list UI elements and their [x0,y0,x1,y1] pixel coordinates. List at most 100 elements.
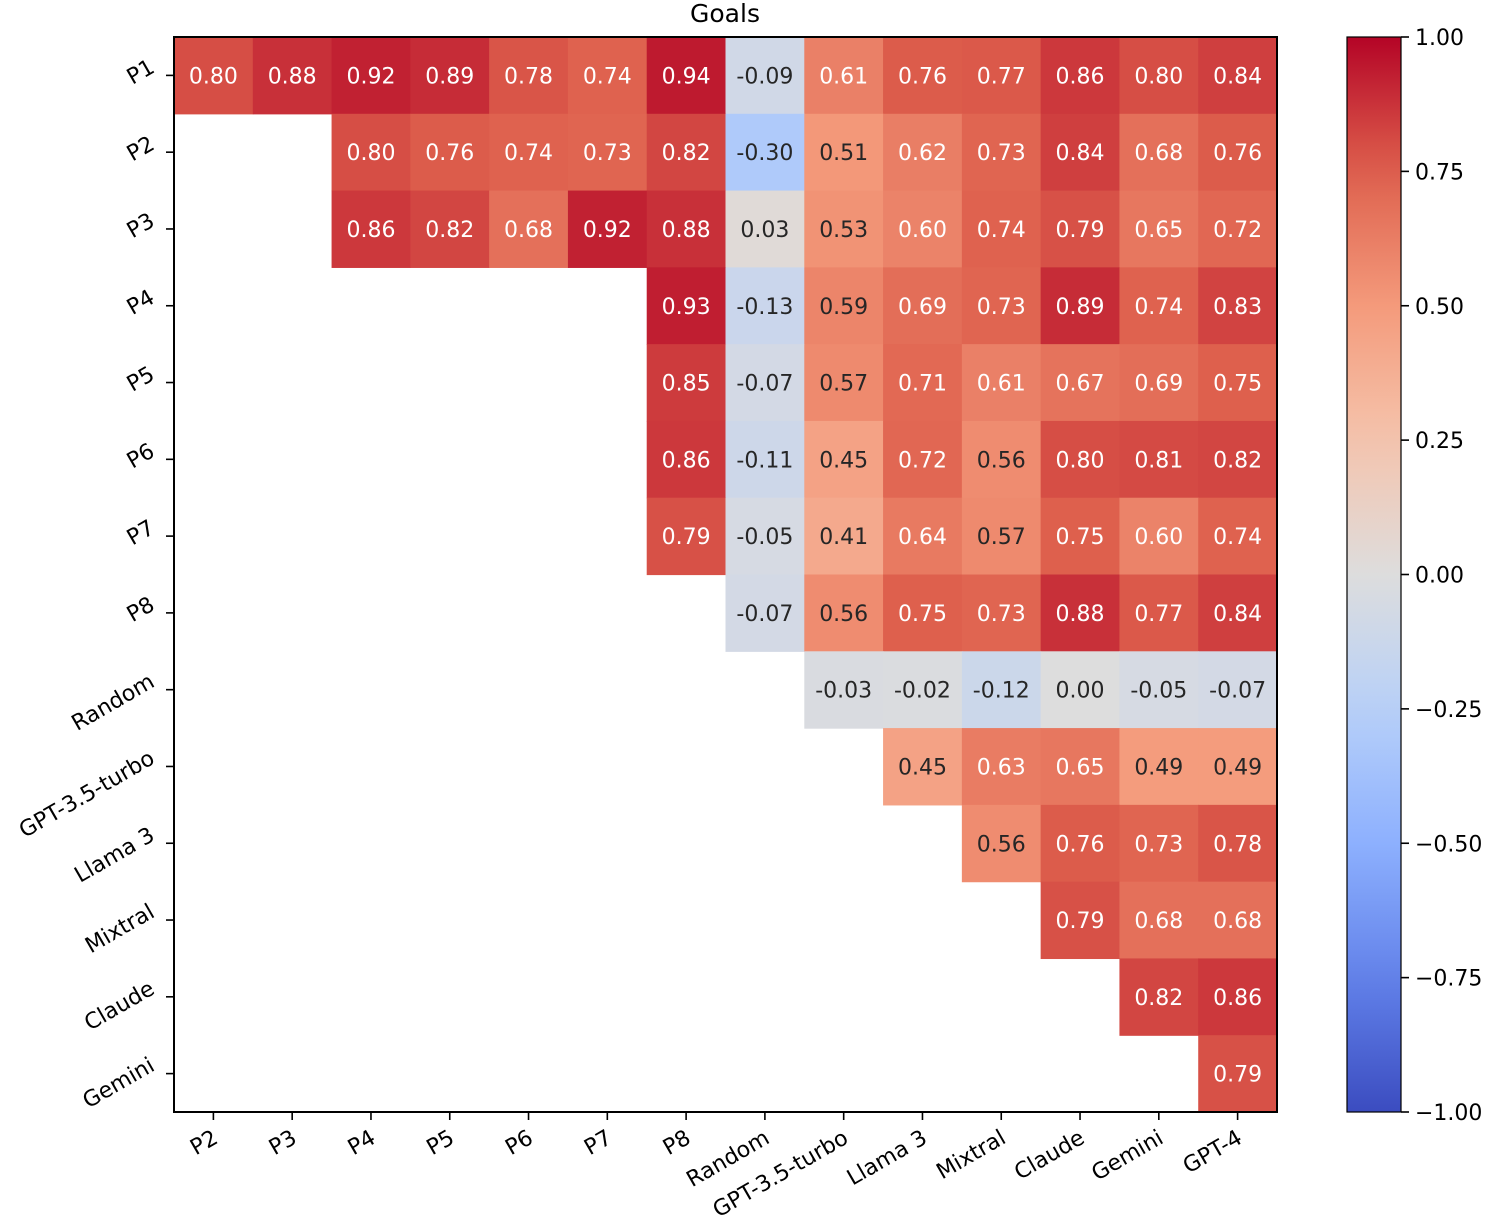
heatmap-cell [1198,651,1278,729]
cell-value-label: 0.94 [662,64,711,89]
cell-value-label: 0.86 [346,218,395,243]
cell-value-label: 0.82 [1213,448,1262,473]
cell-value-label: 0.57 [977,525,1026,550]
heatmap-cell [1198,574,1278,652]
cell-value-label: 0.79 [662,525,711,550]
colorbar-gradient [1346,36,1402,1113]
cell-value-label: 0.92 [583,218,632,243]
cell-value-label: 0.82 [425,218,474,243]
cell-value-label: 0.84 [1213,602,1262,627]
cell-value-label: 0.74 [977,218,1026,243]
cell-value-label: 0.80 [189,64,238,89]
heatmap-cell [883,190,963,268]
cell-value-label: 0.59 [819,295,868,320]
heatmap-cell [174,37,254,115]
cell-value-label: 0.92 [346,64,395,89]
colorbar-tick-label: −0.75 [1415,967,1482,992]
x-tick-label: Claude [1010,1126,1089,1186]
cell-value-label: 0.74 [583,64,632,89]
heatmap-cell [1198,728,1278,806]
heatmap-cell [804,37,884,115]
cell-value-label: 0.80 [1056,448,1105,473]
cell-value-label: 0.56 [977,832,1026,857]
heatmap-cell [1119,190,1199,268]
cell-value-label: 0.49 [1213,755,1262,780]
cell-value-label: -0.05 [1130,679,1187,704]
heatmap-cell [961,574,1042,652]
heatmap-cell [961,37,1042,115]
cell-value-label: 0.86 [662,448,711,473]
heatmap-cell [1198,804,1278,883]
cell-value-label: 0.76 [1056,832,1105,857]
cell-value-label: 0.75 [1213,372,1262,397]
colorbar-tick-label: 1.00 [1415,26,1464,51]
cell-value-label: -0.03 [815,679,872,704]
heatmap-cell [1198,1035,1278,1113]
cell-value-label: 0.88 [1056,602,1105,627]
cell-value-label: 0.72 [898,448,947,473]
cell-value-label: 0.86 [1213,986,1262,1011]
cell-value-label: 0.79 [1213,1063,1262,1088]
cell-value-label: 0.84 [1056,141,1105,166]
heatmap-cell [1040,804,1121,883]
cell-value-label: 0.60 [898,218,947,243]
heatmap-cell [961,728,1042,806]
heatmap-cell [1040,267,1121,345]
cell-value-label: 0.76 [1213,141,1262,166]
heatmap-cell [804,267,884,345]
colorbar-tick-label: 0.00 [1415,564,1464,589]
x-tick-label: Gemini [1088,1126,1168,1187]
cell-value-label: 0.77 [1134,602,1183,627]
heatmap-cell [646,113,727,192]
y-tick-label: P7 [123,516,159,551]
cell-value-label: 0.68 [1134,909,1183,934]
cell-value-label: 0.73 [1134,832,1183,857]
heatmap-cell [804,190,884,268]
y-tick-label: P8 [123,592,159,627]
heatmap-cell [1040,651,1121,729]
heatmap-cell [883,497,963,576]
heatmap-cell [1119,113,1199,192]
heatmap-cell [961,267,1042,345]
heatmap-cell [961,804,1042,883]
y-tick-label: P2 [123,132,159,167]
cell-value-label: 0.69 [1134,372,1183,397]
heatmap-cell [567,190,648,268]
y-tick-label: Mixtral [81,900,159,959]
heatmap-cell [1198,420,1278,499]
heatmap-cell [1198,497,1278,576]
heatmap-cell [410,113,490,192]
colorbar-tick-label: −0.25 [1415,698,1482,723]
cell-value-label: 0.77 [977,64,1026,89]
cell-value-label: 0.76 [898,64,947,89]
cell-value-label: 0.53 [819,218,868,243]
cell-value-label: 0.49 [1134,755,1183,780]
cell-value-label: 0.71 [898,372,947,397]
heatmap-cell [961,344,1042,422]
y-tick-label: Claude [80,976,159,1036]
cell-value-label: 0.51 [819,141,868,166]
heatmap-cell [1119,420,1199,499]
heatmap-cell [883,420,963,499]
heatmap-cell [646,190,727,268]
cell-value-label: 0.80 [1134,64,1183,89]
heatmap-cell [961,420,1042,499]
heatmap-cell [646,497,727,576]
cell-value-label: 0.82 [662,141,711,166]
colorbar-tick-label: 0.25 [1415,429,1464,454]
cell-value-label: 0.83 [1213,295,1262,320]
heatmap-cell [1119,728,1199,806]
cell-value-label: 0.88 [662,218,711,243]
cell-value-label: 0.74 [504,141,553,166]
heatmap-cell [883,344,963,422]
cell-value-label: 0.88 [268,64,317,89]
cell-value-label: -0.07 [736,602,793,627]
heatmap-cell [1119,574,1199,652]
cell-value-label: 0.03 [740,218,789,243]
heatmap-cell [1119,37,1199,115]
heatmap-cell [489,113,569,192]
colorbar-tick-label: 0.75 [1415,160,1464,185]
cell-value-label: 0.75 [898,602,947,627]
heatmap-cell [1040,190,1121,268]
